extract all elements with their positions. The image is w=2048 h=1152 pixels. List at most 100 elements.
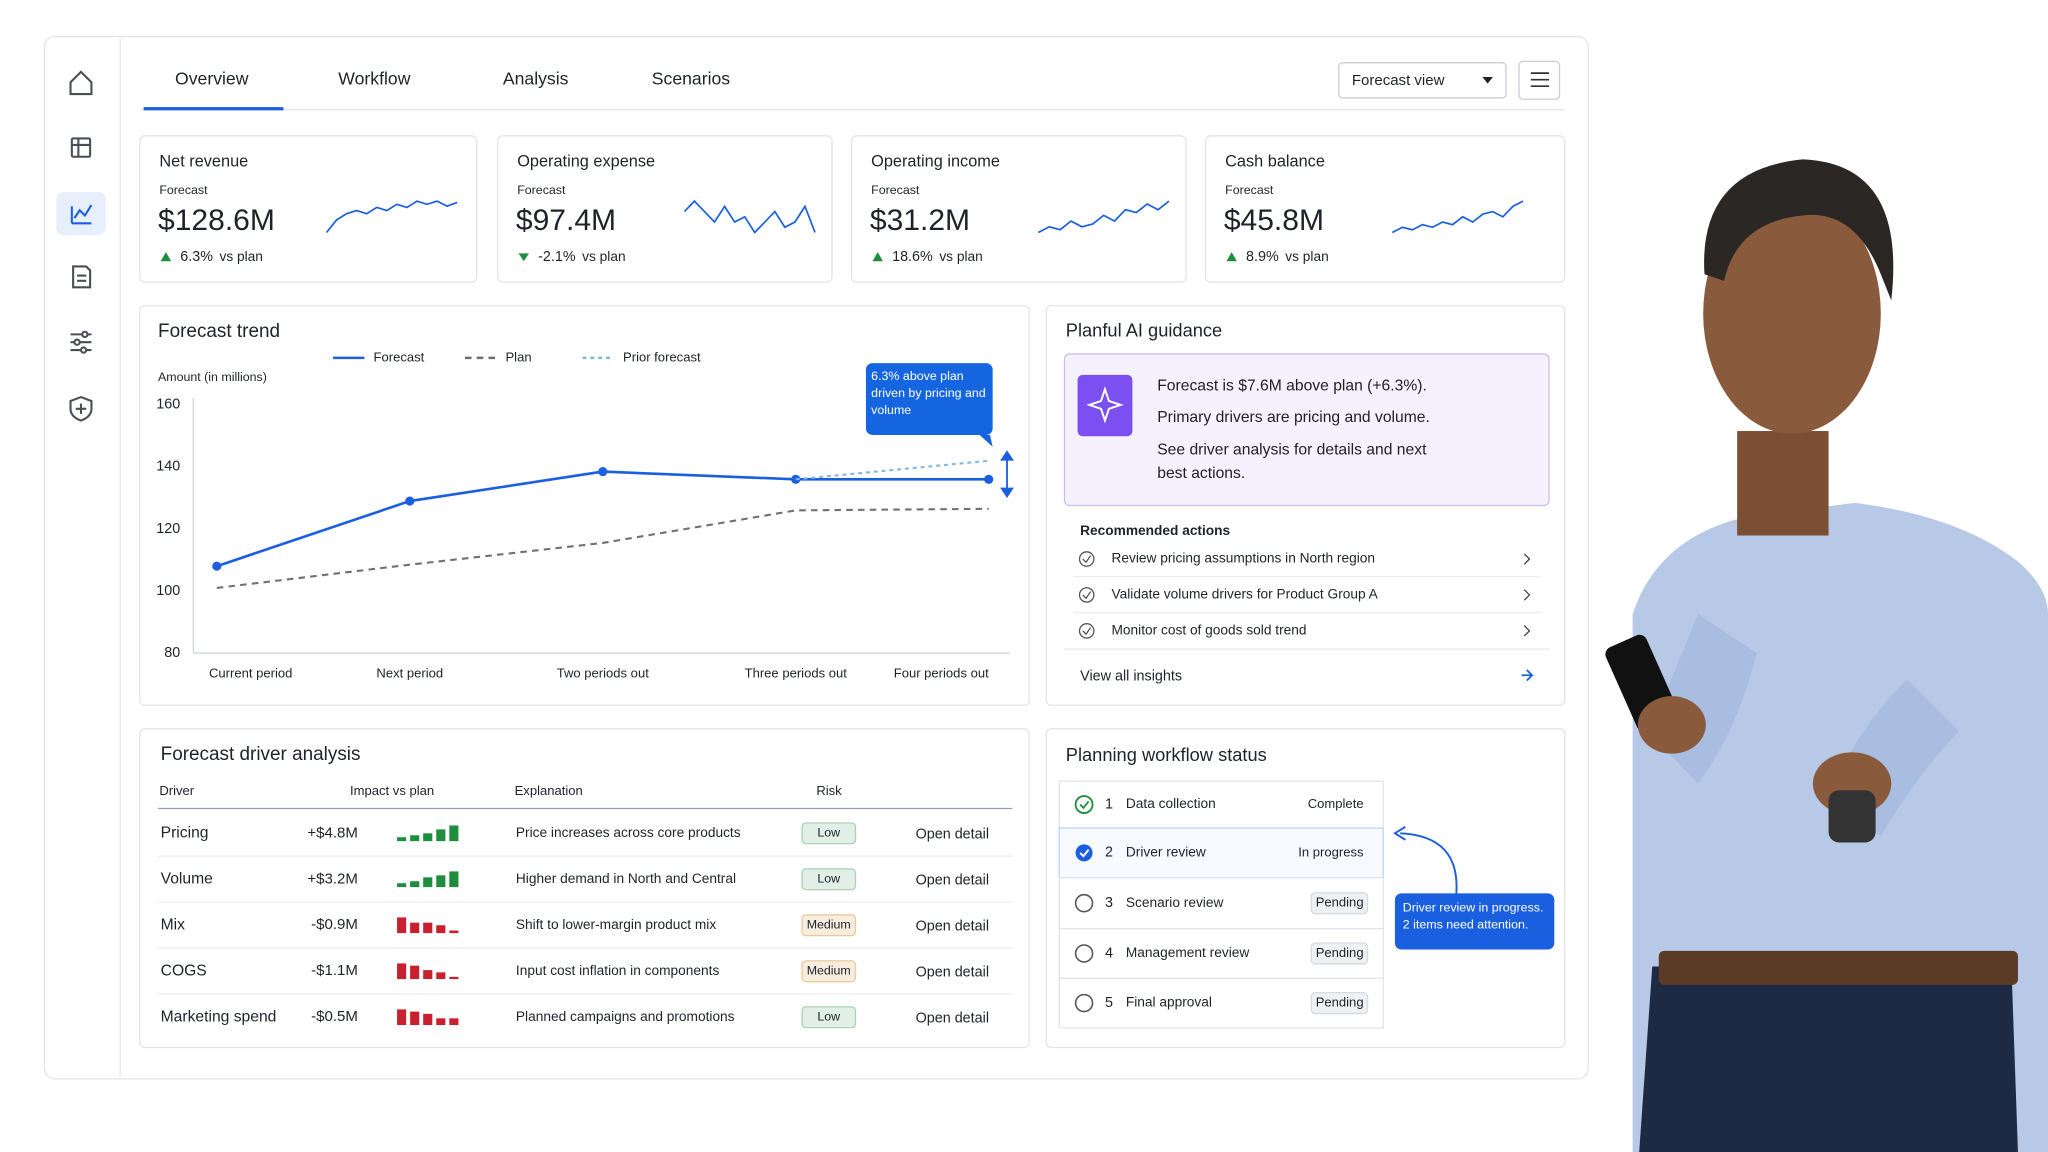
view-select[interactable]: [1338, 62, 1507, 99]
kpi-card: [139, 135, 478, 283]
kpi-title: Operating expense: [517, 152, 655, 170]
impact-bar: [397, 1009, 407, 1026]
driver-name: Marketing spend: [161, 1008, 277, 1025]
driver-name: Volume: [161, 870, 214, 887]
kpi-value: $97.4M: [516, 204, 616, 237]
column-header: Driver: [159, 783, 194, 798]
tab[interactable]: Analysis: [503, 68, 569, 88]
kpi-change: -2.1%: [538, 249, 576, 265]
kpi-card: [496, 135, 833, 283]
check-mark: [1082, 555, 1092, 564]
analytics-icon[interactable]: [70, 204, 93, 225]
ai-message: Primary drivers are pricing and volume.: [1157, 407, 1430, 426]
sparkle: [1086, 386, 1124, 424]
impact-bar: [397, 963, 407, 980]
sidebar: [56, 70, 106, 422]
x-tick-label: Three periods out: [745, 665, 848, 680]
chart-title: Forecast trend: [158, 321, 280, 342]
kpi-card: [1204, 135, 1566, 283]
filter-icon: [1530, 72, 1550, 88]
open-detail-link[interactable]: Open detail: [916, 918, 989, 934]
trend-card: [139, 304, 1030, 706]
data-point: [405, 496, 415, 506]
impact-bar: [423, 877, 433, 888]
impact-bar: [423, 922, 433, 934]
ai-message-box: Forecast is $7.6M above plan (+6.3%).: [1157, 376, 1427, 394]
kpi-change: 8.9%: [1246, 249, 1279, 265]
table-title: Forecast driver analysis: [161, 744, 361, 765]
column-header: Risk: [816, 783, 842, 798]
view-insights-link[interactable]: View all insights: [1080, 668, 1182, 684]
impact-value: -$1.1M: [311, 962, 358, 979]
active-tab-underline: [143, 107, 284, 111]
impact-bar: [436, 972, 446, 980]
ai-message: See driver analysis for details and next…: [1157, 440, 1427, 482]
document-icon[interactable]: [72, 265, 92, 289]
settings-icon[interactable]: [70, 330, 92, 354]
security-icon[interactable]: [69, 395, 93, 422]
tab[interactable]: Scenarios: [652, 68, 731, 88]
risk-badge: [801, 868, 857, 891]
impact-value: +$3.2M: [307, 870, 358, 887]
column-header: Impact vs plan: [350, 783, 434, 798]
kpi-value: $45.8M: [1224, 204, 1324, 237]
tab[interactable]: Overview: [175, 68, 249, 88]
ai-summary-box: [1063, 353, 1550, 507]
risk-label: Low: [817, 826, 840, 840]
view-select-label: Forecast view: [1352, 72, 1445, 89]
check-mark: [1082, 627, 1092, 636]
kpi-label: Forecast: [871, 183, 920, 197]
step-row: [1058, 780, 1384, 829]
step-label: Driver review: [1126, 845, 1206, 860]
open-detail-link[interactable]: Open detail: [916, 826, 989, 842]
action-item[interactable]: Review pricing assumptions in North regi…: [1112, 551, 1376, 566]
ai-icon: [1077, 374, 1133, 437]
chevron: [1523, 589, 1531, 601]
actions-title: Recommended actions: [1080, 523, 1230, 538]
kpi-title: Operating income: [871, 152, 1000, 170]
sparkline: [1037, 200, 1170, 234]
tab[interactable]: Workflow: [338, 68, 410, 88]
kpi-card: [850, 135, 1187, 283]
step-label: Data collection: [1126, 796, 1216, 811]
sparkline: [1391, 200, 1524, 234]
step-number: 4: [1105, 945, 1113, 961]
step-number: 5: [1105, 995, 1113, 1011]
impact-bar: [397, 883, 407, 888]
x-tick-label: Current period: [209, 665, 292, 680]
check-icon: [1078, 587, 1095, 603]
step-status: In progress: [1298, 844, 1364, 859]
chevron: [1523, 625, 1531, 637]
action-item[interactable]: Validate volume drivers for Product Grou…: [1112, 587, 1379, 602]
open-detail-link[interactable]: Open detail: [916, 964, 989, 980]
impact-bar: [436, 925, 446, 934]
step-row: [1058, 827, 1384, 879]
table-icon[interactable]: [70, 137, 92, 158]
check-mark: [1082, 591, 1092, 600]
y-tick-label: 120: [156, 521, 180, 537]
presenter: [1605, 159, 2048, 1152]
risk-badge: [801, 1006, 857, 1029]
step-check: [1079, 800, 1090, 810]
step-icon: [1074, 944, 1094, 963]
step-label: Scenario review: [1126, 895, 1224, 910]
driver-name: Mix: [161, 916, 186, 933]
impact-bar: [436, 875, 446, 888]
ai-message-box: See driver analysis for details and next…: [1157, 440, 1427, 482]
explanation: Price increases across core products: [516, 825, 741, 840]
step-icon: [1074, 893, 1094, 913]
step-icon: [1075, 844, 1093, 862]
callout-arrowhead: [1393, 825, 1406, 841]
action-item[interactable]: Monitor cost of goods sold trend: [1112, 622, 1307, 637]
data-point: [984, 474, 994, 484]
kpi-label: Forecast: [517, 183, 566, 197]
impact-value: -$0.5M: [311, 1008, 358, 1025]
open-detail-link[interactable]: Open detail: [916, 872, 989, 888]
callout-text-box: Driver review in progress. 2 items need …: [1403, 901, 1544, 932]
arrow-icon: [1521, 669, 1534, 682]
kpi-label: Forecast: [1225, 183, 1274, 197]
check-icon: [1078, 623, 1095, 639]
home-icon[interactable]: [69, 70, 93, 96]
open-detail-link[interactable]: Open detail: [916, 1010, 989, 1026]
kpi-compare: vs plan: [582, 249, 625, 264]
